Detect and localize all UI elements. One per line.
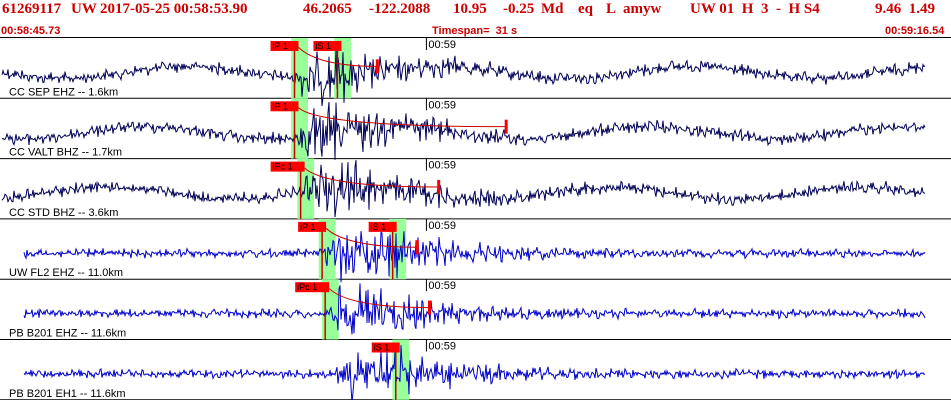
header-divider [0, 37, 951, 38]
window-end-time: 00:59:16.54 [885, 25, 945, 37]
station-label: UW FL2 EHZ -- 11.0km [9, 267, 123, 279]
minute-label: 00:59 [428, 160, 456, 172]
coda-curve [298, 47, 378, 67]
station-label: PB B201 EH1 -- 11.6km [9, 388, 126, 400]
p-phase-window [291, 98, 309, 159]
event-author: amyw [623, 1, 662, 17]
p-pick-label: iP 1 [273, 41, 288, 51]
event-depth: 10.95 [453, 1, 487, 17]
station-label: PB B201 EHZ -- 11.6km [9, 328, 126, 340]
window-start-time: 00:58:45.73 [1, 25, 61, 37]
event-magnitude: -0.25 [503, 1, 535, 17]
waveform-trace [1, 160, 926, 218]
waveform-trace [23, 283, 926, 335]
s-pick-label: iS 1 [371, 222, 387, 232]
p-pick-label: iPc 1 [273, 162, 293, 172]
s-pick-flag [313, 41, 342, 51]
p-pick-flag [295, 282, 330, 293]
s-pick-flag [368, 221, 397, 232]
coda-curve [328, 288, 430, 309]
waveform-trace [23, 345, 926, 400]
p-pick-label: iPc 1 [297, 282, 317, 292]
window-timespan: Timespan= 31 s [432, 25, 518, 37]
coda-curve [304, 167, 439, 188]
p-phase-window [297, 158, 315, 219]
station-label: CC SEP EHZ -- 1.6km [9, 86, 118, 98]
s-pick-label: iS 1 [374, 343, 390, 353]
coda-curve [325, 227, 418, 248]
coda-curve [298, 107, 507, 128]
event-id: 61269117 [2, 1, 62, 17]
p-pick-label: iP 1 [300, 222, 315, 232]
p-pick-label: iP 1 [273, 101, 288, 111]
event-datetime: 2017-05-25 00:58:53.90 [100, 1, 248, 17]
s-pick-flag [371, 342, 400, 353]
event-solution-info: UW 01 H 3 - H S4 [690, 1, 820, 17]
minute-label: 00:59 [428, 99, 456, 111]
p-pick-flag [298, 221, 327, 232]
p-pick-flag [270, 41, 299, 51]
minute-label: 00:59 [428, 341, 456, 353]
event-latitude: 46.2065 [303, 1, 352, 17]
event-quality-values: 9.46 1.49 [875, 1, 935, 17]
minute-label: 00:59 [428, 280, 456, 292]
p-phase-window [318, 218, 336, 280]
station-label: CC VALT BHZ -- 1.7km [9, 147, 122, 159]
minute-label: 00:59 [428, 39, 456, 51]
waveform-trace [23, 231, 926, 283]
station-label: CC STD BHZ -- 3.6km [9, 207, 118, 219]
p-pick-flag [270, 101, 299, 112]
p-pick-flag [270, 161, 305, 172]
event-local-flag: L [606, 1, 617, 17]
waveform-trace [1, 50, 926, 106]
event-header: 61269117 UW 2017-05-25 00:58:53.90 46.20… [0, 0, 951, 37]
event-magnitude-type: Md [541, 1, 564, 17]
waveform-trace [1, 102, 926, 160]
event-type: eq [578, 1, 593, 17]
event-longitude: -122.2088 [369, 1, 431, 17]
minute-label: 00:59 [428, 220, 456, 232]
event-network: UW [71, 1, 97, 17]
s-pick-label: iS 1 [315, 41, 331, 51]
